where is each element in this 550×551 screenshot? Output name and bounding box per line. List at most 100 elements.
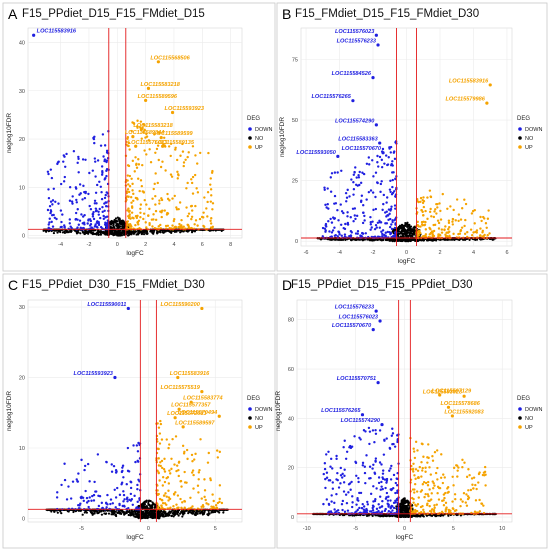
point-no — [433, 513, 436, 517]
point-down — [137, 478, 140, 481]
point-up — [186, 223, 190, 227]
point-up — [129, 217, 132, 220]
point-up — [126, 137, 129, 140]
point-up — [190, 217, 193, 221]
point-up — [154, 194, 157, 198]
point-no — [417, 514, 420, 518]
point-no — [392, 228, 395, 232]
point-no — [100, 513, 104, 516]
point-no — [196, 512, 199, 515]
point-no — [103, 512, 106, 515]
point-down — [344, 191, 348, 195]
x-tick-label: 5 — [452, 526, 455, 532]
point-no — [393, 240, 396, 243]
point-up — [204, 498, 207, 502]
point-down — [373, 227, 377, 231]
gene-label: LOC115583218 — [140, 82, 180, 88]
point-down — [83, 464, 87, 468]
point-no — [91, 513, 94, 516]
gene-label: LOC115584526 — [332, 71, 372, 77]
point-down — [88, 480, 91, 483]
point-up — [132, 192, 135, 196]
point-down — [97, 220, 100, 224]
point-up — [142, 217, 145, 221]
point-no — [134, 512, 137, 515]
point-down — [105, 160, 108, 163]
point-up — [180, 485, 183, 488]
point-up — [415, 490, 419, 493]
point-no — [125, 511, 128, 515]
point-up — [426, 502, 429, 505]
point-up — [432, 229, 436, 233]
point-down — [106, 503, 109, 506]
point-up — [169, 142, 173, 146]
point-up — [128, 213, 131, 216]
point-up — [194, 154, 197, 157]
point-down — [393, 226, 397, 230]
point-up — [479, 227, 482, 230]
point-down — [100, 501, 104, 505]
point-no — [136, 514, 139, 518]
y-tick-label: 20 — [19, 137, 25, 143]
point-down — [393, 219, 396, 222]
point-down — [350, 178, 353, 181]
point-up — [432, 223, 435, 227]
point-up — [170, 175, 174, 178]
point-down — [346, 211, 349, 214]
y-axis-label: neglog10FDR — [275, 391, 282, 431]
point-down — [91, 213, 95, 216]
point-down — [64, 165, 67, 169]
point-down — [114, 469, 118, 472]
labeled-point — [144, 98, 148, 103]
x-tick-label: 0 — [147, 526, 150, 532]
point-down — [333, 171, 337, 174]
point-up — [421, 466, 424, 470]
point-up — [130, 129, 133, 133]
point-up — [472, 487, 475, 490]
point-up — [136, 214, 139, 218]
point-down — [68, 186, 72, 189]
point-down — [392, 151, 396, 154]
point-up — [412, 470, 415, 473]
point-down — [102, 217, 106, 221]
point-up — [136, 126, 139, 129]
point-down — [350, 231, 353, 234]
point-no — [400, 223, 404, 226]
legend-label-up: UP — [525, 145, 533, 151]
point-up — [427, 494, 430, 498]
point-down — [91, 494, 94, 498]
point-up — [139, 207, 142, 211]
point-no — [400, 227, 403, 230]
point-up — [478, 498, 481, 502]
point-no — [153, 514, 156, 518]
point-down — [94, 160, 97, 163]
point-down — [86, 222, 89, 225]
point-down — [95, 490, 98, 493]
point-no — [99, 233, 103, 236]
point-up — [175, 206, 178, 209]
point-no — [56, 511, 59, 514]
point-up — [427, 456, 430, 460]
gene-label: LOC115589597 — [175, 420, 215, 426]
point-down — [381, 235, 384, 238]
point-up — [144, 136, 147, 139]
point-down — [385, 222, 389, 225]
point-down — [101, 506, 104, 510]
point-no — [139, 230, 142, 233]
point-up — [419, 511, 423, 514]
point-no — [420, 239, 423, 242]
point-no — [211, 511, 215, 514]
point-down — [358, 170, 361, 174]
point-up — [487, 209, 490, 212]
point-down — [136, 506, 139, 509]
point-up — [174, 148, 177, 151]
point-up — [478, 471, 481, 474]
point-down — [329, 176, 332, 179]
point-up — [424, 233, 428, 236]
point-up — [444, 491, 447, 495]
point-no — [117, 511, 120, 514]
point-up — [472, 476, 476, 479]
point-down — [104, 221, 107, 224]
point-down — [93, 225, 97, 228]
point-down — [90, 499, 93, 502]
